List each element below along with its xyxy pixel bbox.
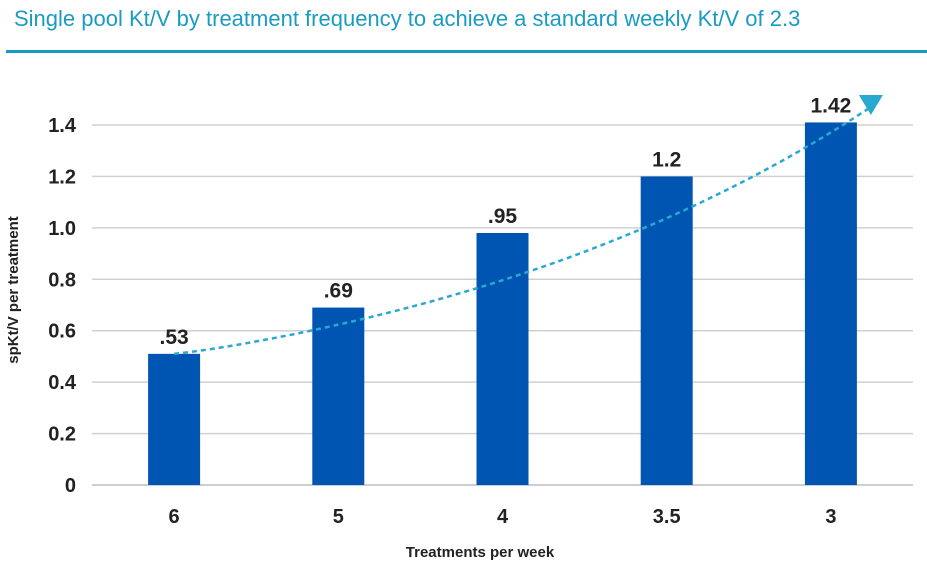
x-tick-label: 5: [333, 506, 344, 528]
x-tick-label: 3.5: [653, 506, 681, 528]
y-tick-label: 0: [65, 475, 76, 497]
title-divider: [6, 50, 927, 53]
bar: [312, 307, 365, 485]
y-tick-label: 0.2: [48, 424, 76, 446]
x-tick-label: 4: [497, 506, 509, 528]
bar: [476, 233, 529, 485]
x-axis-label: Treatments per week: [406, 544, 555, 561]
y-tick-label: 1.4: [48, 115, 77, 137]
bar: [804, 122, 857, 485]
data-label: 1.42: [810, 94, 851, 117]
y-tick-label: 0.8: [48, 269, 76, 291]
gridlines: [92, 124, 913, 486]
bar: [640, 176, 693, 485]
data-label: .69: [324, 280, 353, 303]
bars: [148, 122, 857, 485]
y-tick-label: 0.6: [48, 321, 76, 343]
data-labels: .53 .69 .95 1.2 1.42: [159, 94, 851, 348]
data-label: .95: [488, 205, 518, 228]
trendline-arrow: [858, 95, 883, 115]
y-tick-label: 1.0: [48, 218, 76, 240]
y-tick-label: 0.4: [48, 372, 77, 394]
trendline: [173, 95, 883, 356]
trendline-path: [173, 105, 872, 356]
y-tick-labels: 0 0.2 0.4 0.6 0.8 1.0 1.2 1.4: [48, 115, 77, 497]
bar: [148, 353, 201, 485]
x-tick-label: 3: [825, 506, 836, 528]
y-tick-label: 1.2: [48, 166, 76, 188]
x-tick-labels: 6 5 4 3.5 3: [169, 506, 837, 528]
x-tick-label: 6: [169, 506, 180, 528]
y-axis-label: spKt/V per treatment: [5, 216, 22, 364]
data-label: 1.2: [652, 148, 681, 171]
data-label: .53: [159, 326, 188, 349]
chart-title: Single pool Kt/V by treatment frequency …: [14, 6, 801, 31]
